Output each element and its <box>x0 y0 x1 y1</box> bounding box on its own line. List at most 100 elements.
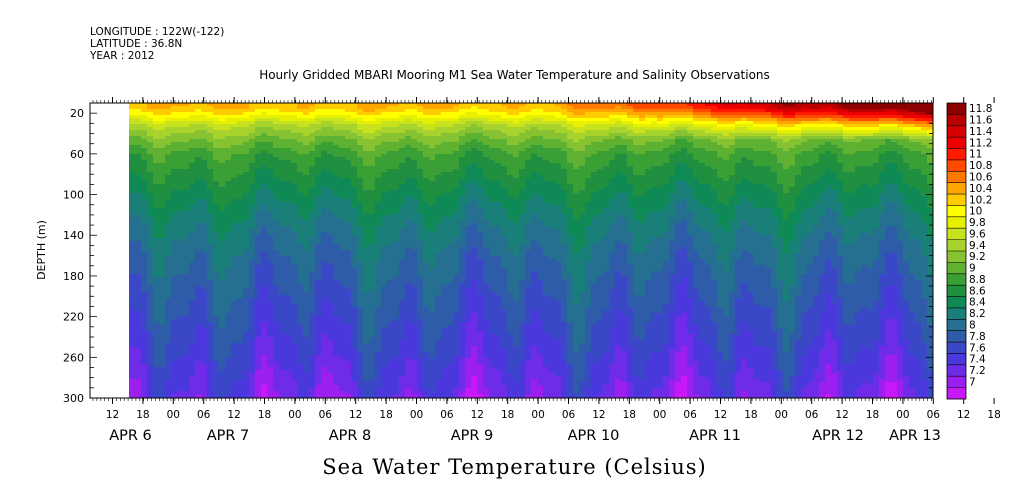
colorbar-label: 7.4 <box>969 354 986 366</box>
colorbar-label: 7.2 <box>969 365 986 377</box>
y-tick-label: 300 <box>63 392 84 405</box>
x-date-label: APR 6 <box>109 428 152 444</box>
x-tick-label: 12 <box>835 409 848 421</box>
colorbar-swatch <box>947 182 966 195</box>
x-axis-label: Sea Water Temperature (Celsius) <box>322 455 707 479</box>
x-date-label: APR 13 <box>889 428 941 444</box>
colorbar-swatch <box>947 251 966 263</box>
x-date-label: APR 12 <box>812 428 864 444</box>
colorbar-swatch <box>947 137 966 149</box>
colorbar-swatch <box>947 319 966 331</box>
x-tick-label: 12 <box>592 409 605 421</box>
colorbar-swatch <box>947 330 966 343</box>
colorbar-label: 9.6 <box>969 228 986 240</box>
x-date-label: APR 11 <box>689 428 741 444</box>
colorbar-label: 8 <box>969 320 976 332</box>
colorbar-label: 8.4 <box>969 297 986 309</box>
plot-frame <box>89 102 934 399</box>
colorbar-swatch <box>947 216 966 229</box>
x-tick-label: 00 <box>288 409 301 421</box>
colorbar-label: 11.8 <box>969 103 992 115</box>
colorbar-label: 11 <box>969 149 982 161</box>
colorbar-swatch <box>947 239 966 252</box>
x-tick-label: 00 <box>653 409 666 421</box>
x-tick-label: 12 <box>227 409 240 421</box>
colorbar-swatch <box>947 262 966 275</box>
colorbar-swatch <box>947 364 966 377</box>
x-tick-label: 18 <box>136 409 149 421</box>
x-tick-label: 06 <box>805 409 819 421</box>
colorbar-swatch <box>947 353 966 366</box>
heatmap-field <box>129 103 933 398</box>
y-tick-label: 100 <box>63 189 84 202</box>
colorbar-swatch <box>947 125 966 138</box>
y-axis-label: DEPTH (m) <box>35 220 48 280</box>
y-tick-label: 140 <box>63 229 84 242</box>
colorbar-label: 9 <box>969 263 976 275</box>
colorbar-swatch <box>947 376 966 388</box>
x-date-label: APR 10 <box>568 428 620 444</box>
latitude-label: LATITUDE : 36.8N <box>90 38 183 50</box>
colorbar-swatch <box>947 194 966 206</box>
colorbar-swatch <box>947 273 966 286</box>
y-tick-label: 260 <box>63 351 84 364</box>
colorbar-swatch <box>947 159 966 172</box>
x-tick-label: 18 <box>744 409 757 421</box>
colorbar-label: 7.8 <box>969 331 986 343</box>
x-tick-label: 18 <box>623 409 636 421</box>
x-date-label: APR 7 <box>207 428 250 444</box>
x-tick-label: 12 <box>957 409 970 421</box>
y-tick-label: 60 <box>70 148 84 161</box>
x-tick-label: 00 <box>167 409 180 421</box>
y-tick-label: 220 <box>63 311 84 324</box>
colorbar-swatch <box>947 285 966 297</box>
x-date-label: APR 8 <box>329 428 372 444</box>
x-tick-label: 00 <box>531 409 544 421</box>
colorbar-label: 8.8 <box>969 274 986 286</box>
x-tick-label: 00 <box>896 409 909 421</box>
no-data-region <box>90 103 129 398</box>
colorbar-label: 9.8 <box>969 217 986 229</box>
colorbar-label: 10.4 <box>969 183 993 195</box>
colorbar-label: 10.6 <box>969 172 993 184</box>
y-tick-label: 20 <box>70 107 84 120</box>
colorbar-label: 8.6 <box>969 285 986 297</box>
x-tick-label: 12 <box>714 409 727 421</box>
colorbar-label: 7 <box>969 376 976 388</box>
colorbar-label: 11.6 <box>969 115 993 127</box>
x-tick-label: 18 <box>987 409 1000 421</box>
x-tick-label: 06 <box>197 409 211 421</box>
colorbar-label: 10.2 <box>969 194 992 206</box>
longitude-label: LONGITUDE : 122W(-122) <box>90 26 225 38</box>
x-tick-label: 12 <box>471 409 484 421</box>
colorbar-swatch <box>947 171 966 183</box>
colorbar-swatch <box>947 205 966 218</box>
colorbar-label: 10.8 <box>969 160 992 172</box>
y-tick-label: 180 <box>63 270 84 283</box>
colorbar-swatch <box>947 103 966 115</box>
x-tick-label: 18 <box>501 409 514 421</box>
x-tick-label: 06 <box>440 409 454 421</box>
x-tick-label: 06 <box>319 409 333 421</box>
colorbar-label: 9.4 <box>969 240 986 252</box>
colorbar-swatch <box>947 387 966 400</box>
colorbar-label: 11.2 <box>969 137 992 149</box>
colorbar-label: 9.2 <box>969 251 986 263</box>
x-tick-label: 00 <box>775 409 788 421</box>
x-tick-label: 18 <box>866 409 879 421</box>
colorbar-swatch <box>947 114 966 127</box>
x-tick-label: 18 <box>258 409 271 421</box>
x-tick-label: 00 <box>410 409 423 421</box>
colorbar-swatch <box>947 342 966 354</box>
x-tick-label: 06 <box>562 409 576 421</box>
x-tick-label: 12 <box>106 409 119 421</box>
chart-title: Hourly Gridded MBARI Mooring M1 Sea Wate… <box>259 68 770 82</box>
x-tick-label: 06 <box>927 409 941 421</box>
colorbar-swatch <box>947 148 966 161</box>
x-date-label: APR 9 <box>451 428 494 444</box>
colorbar-swatch <box>947 296 966 309</box>
x-tick-label: 06 <box>683 409 697 421</box>
colorbar-label: 8.2 <box>969 308 986 320</box>
year-label: YEAR : 2012 <box>90 50 155 62</box>
